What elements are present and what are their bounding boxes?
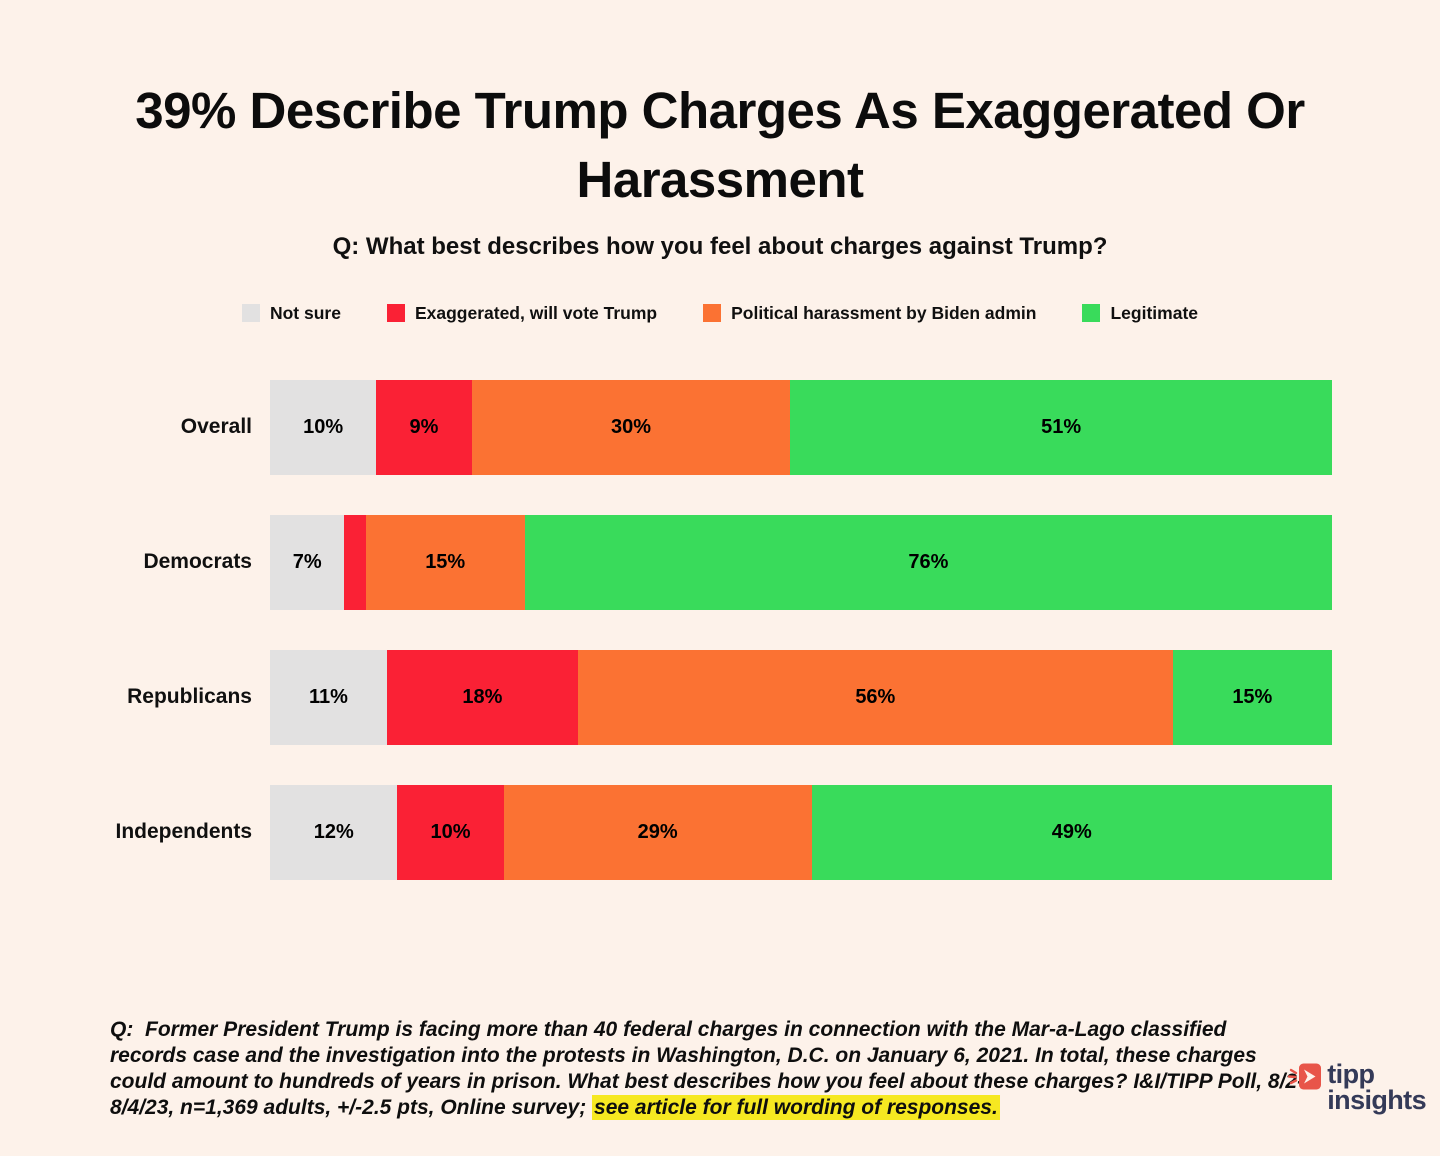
footnote: Q: Former President Trump is facing more… (110, 1017, 1305, 1121)
row-label: Overall (180, 415, 252, 439)
legend-item-0: Not sure (241, 302, 341, 324)
legend-label: Not sure (269, 302, 341, 323)
stacked-bar: 11% 18% 56% 15% (270, 649, 1332, 745)
chart-legend: Not sure Exaggerated, will vote Trump Poli… (0, 303, 1440, 324)
chart-row-overall: Overall 10% 9% 30% 51% (100, 379, 1332, 475)
bar-segment: 7% (270, 514, 345, 610)
bar-segment: 30% (471, 379, 791, 475)
logo-word-insights: insights (1327, 1084, 1426, 1115)
chart-row-independents: Independents 12% 10% 29% 49% (100, 784, 1332, 880)
row-label: Democrats (143, 550, 252, 574)
legend-swatch-icon (241, 304, 260, 323)
legend-item-3: Legitimate (1082, 303, 1198, 324)
stacked-bar: 7% 15% 76% (270, 514, 1332, 610)
logo-word-tipp: tipp (1327, 1059, 1375, 1089)
bar-segment: 15% (365, 514, 525, 610)
chart-subtitle: Q: What best describes how you feel abou… (332, 232, 1108, 260)
legend-swatch-icon (703, 304, 722, 323)
bar-segment: 15% (1172, 649, 1332, 745)
bar-segment: 51% (790, 379, 1332, 475)
legend-item-1: Exaggerated, will vote Trump (386, 302, 658, 324)
bar-segment: 9% (376, 379, 472, 475)
tipp-insights-icon (1288, 1062, 1322, 1103)
row-label: Republicans (127, 685, 252, 709)
bar-segment: 11% (270, 649, 387, 745)
legend-swatch-icon (386, 304, 405, 323)
bar-segment: 18% (386, 649, 578, 745)
chart-row-republicans: Republicans 11% 18% 56% 15% (100, 649, 1332, 745)
stacked-bar: 10% 9% 30% 51% (270, 379, 1332, 475)
footnote-highlight: see article for full wording of response… (592, 1095, 1000, 1121)
poll-chart-page: 39% Describe Trump Charges As Exaggerate… (0, 76, 1440, 1121)
logo-wordmark: tipp insights (1327, 1059, 1426, 1115)
bar-segment: 29% (503, 784, 812, 880)
chart-row-democrats: Democrats 7% 15% 76% (100, 514, 1332, 610)
legend-label: Political harassment by Biden admin (731, 302, 1037, 323)
legend-item-2: Political harassment by Biden admin (703, 303, 1036, 324)
bar-segment: 76% (524, 514, 1332, 610)
bar-segment (344, 514, 366, 610)
legend-label: Legitimate (1110, 302, 1199, 323)
bar-segment: 10% (397, 784, 504, 880)
legend-label: Exaggerated, will vote Trump (414, 302, 658, 323)
page-title: 39% Describe Trump Charges As Exaggerate… (135, 82, 1305, 209)
stacked-bar-chart: Overall 10% 9% 30% 51% Democrats 7% 15% 76% Repub… (100, 379, 1332, 880)
bar-segment: 12% (270, 784, 398, 880)
bar-segment: 49% (811, 784, 1332, 880)
legend-swatch-icon (1082, 304, 1101, 323)
row-label: Independents (115, 820, 252, 844)
bar-segment: 56% (577, 649, 1173, 745)
tipp-insights-logo: tipp insights (1288, 1059, 1427, 1115)
bar-segment: 10% (270, 379, 377, 475)
stacked-bar: 12% 10% 29% 49% (270, 784, 1332, 880)
